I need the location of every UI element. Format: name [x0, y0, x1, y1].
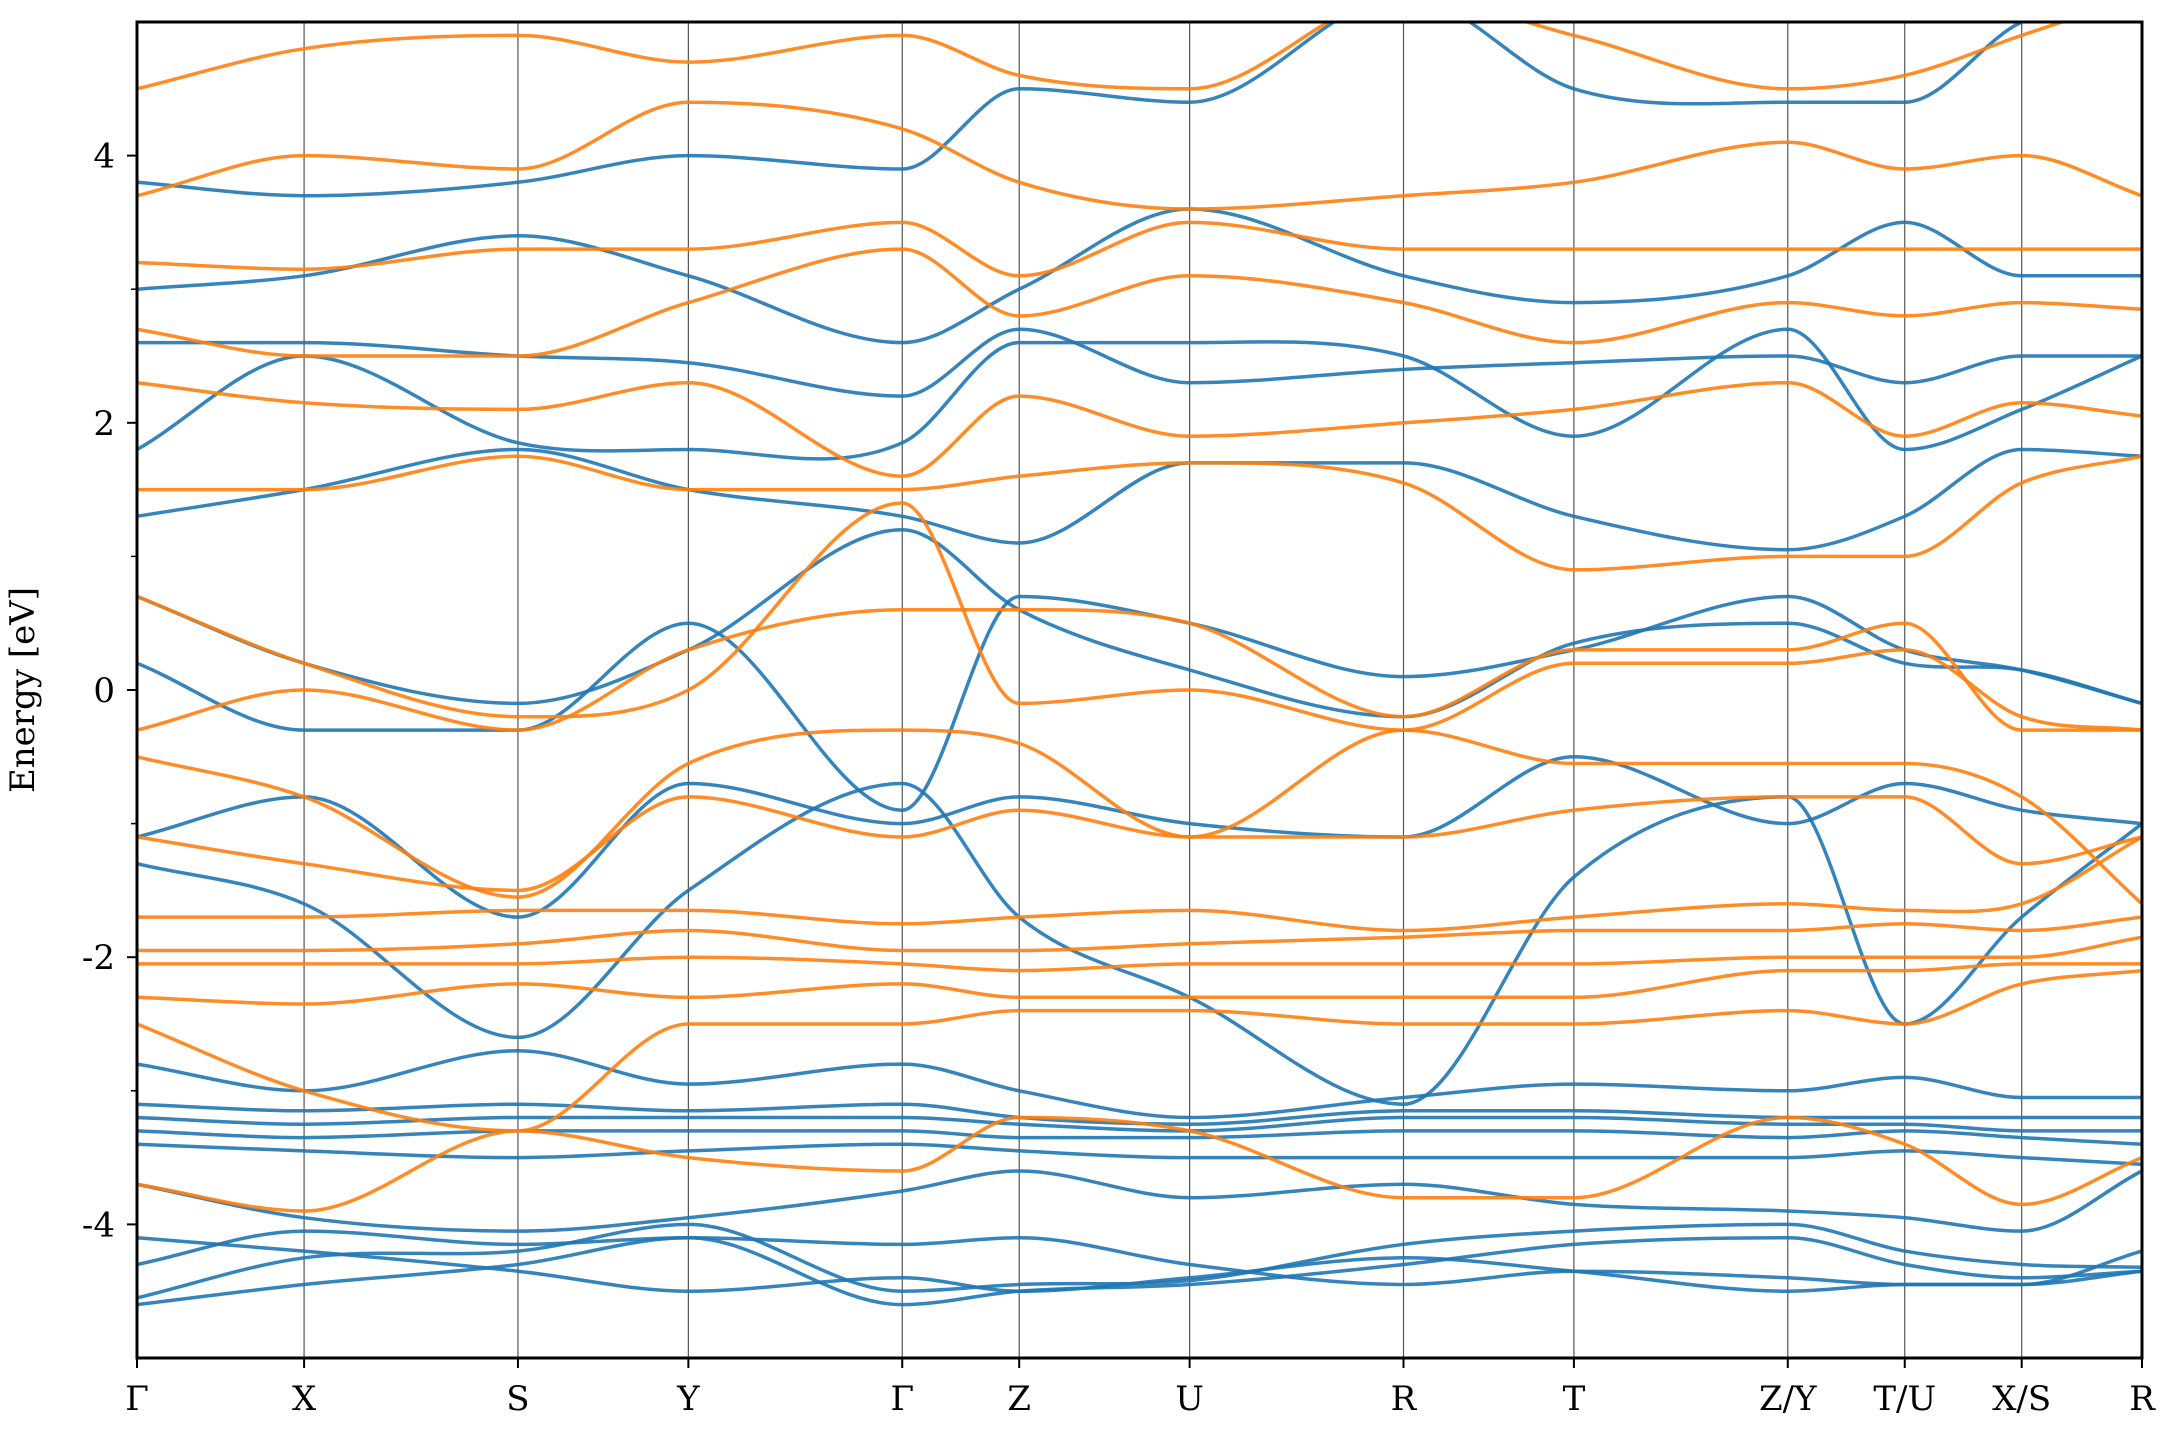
band-line — [137, 22, 2027, 198]
x-tick-label: Z — [1007, 1379, 1031, 1419]
band-line — [137, 100, 2142, 211]
x-tick-label: T — [1563, 1379, 1586, 1419]
band-line — [137, 207, 2142, 345]
band-line — [137, 1236, 2142, 1307]
band-line — [137, 962, 2142, 1006]
band-line — [137, 527, 2142, 719]
band-line — [137, 454, 2142, 572]
x-tick-label: Y — [676, 1379, 700, 1419]
band-line — [137, 1169, 2142, 1233]
y-tick-label: -4 — [82, 1205, 115, 1245]
band-line — [137, 447, 2142, 552]
x-tick-label: R — [2129, 1379, 2156, 1419]
y-tick-label: 4 — [93, 137, 115, 177]
band-line — [137, 781, 2142, 1106]
band-line — [137, 935, 2142, 973]
band-line — [137, 22, 2068, 91]
y-tick-label: 0 — [93, 671, 115, 711]
band-series-orange — [137, 22, 2142, 1213]
x-tick-label: Γ — [890, 1379, 914, 1419]
x-tick-label: T/U — [1873, 1379, 1936, 1419]
band-line — [137, 1142, 2142, 1167]
band-line — [137, 501, 2142, 732]
x-tick-label: R — [1391, 1379, 1418, 1419]
band-line — [137, 1129, 2142, 1146]
band-line — [137, 728, 2142, 906]
y-tick-label: 2 — [93, 404, 115, 444]
x-tick-label: S — [506, 1379, 529, 1419]
band-line — [137, 968, 2142, 1133]
band-series-blue — [137, 22, 2142, 1307]
band-line — [137, 608, 2142, 732]
band-line — [137, 835, 2142, 933]
x-tick-label: X — [292, 1379, 317, 1419]
band-line — [137, 594, 2142, 812]
band-line — [137, 915, 2142, 953]
band-line — [137, 327, 2142, 398]
band-line — [137, 1229, 2142, 1287]
band-lines — [137, 22, 2142, 1307]
band-line — [137, 1236, 2142, 1293]
band-line — [137, 1115, 2142, 1133]
band-line — [137, 795, 2142, 893]
x-tick-label: U — [1175, 1379, 1204, 1419]
x-tick-label: Z/Y — [1759, 1379, 1817, 1419]
band-line — [137, 1102, 2142, 1126]
x-tick-label: Γ — [125, 1379, 149, 1419]
band-line — [137, 755, 2142, 919]
band-line — [137, 1048, 2142, 1120]
band-line — [137, 380, 2142, 478]
y-axis-label: Energy [eV] — [3, 587, 43, 793]
x-axis: Γ X S Y Γ Z U R T Z/Y T/U X/S R — [125, 1358, 2156, 1419]
band-line — [137, 1222, 2142, 1300]
y-axis: 4 2 0 -2 -4 — [82, 137, 137, 1245]
x-tick-label: X/S — [1992, 1379, 2051, 1419]
band-line — [137, 247, 2142, 358]
y-tick-label: -2 — [82, 938, 115, 978]
band-line — [137, 220, 2142, 278]
